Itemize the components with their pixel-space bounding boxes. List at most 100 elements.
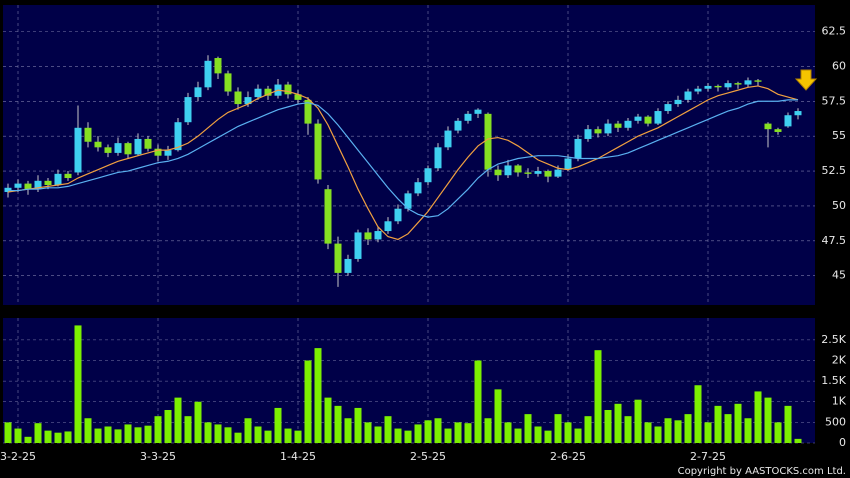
candle-body bbox=[494, 169, 502, 176]
moving-average-line bbox=[7, 85, 799, 241]
volume-bar bbox=[744, 418, 752, 443]
volume-bar bbox=[524, 414, 532, 443]
candle-body bbox=[104, 147, 112, 153]
candle-body bbox=[164, 150, 172, 156]
volume-bar bbox=[234, 432, 242, 443]
price-panel bbox=[3, 5, 815, 305]
candle-body bbox=[574, 138, 582, 159]
volume-bar bbox=[794, 438, 802, 443]
volume-bar bbox=[114, 429, 122, 443]
volume-bar bbox=[144, 425, 152, 443]
candle-body bbox=[784, 115, 792, 127]
volume-bar bbox=[344, 418, 352, 443]
candle-body bbox=[644, 116, 652, 124]
volume-bar bbox=[284, 428, 292, 443]
volume-bar bbox=[764, 397, 772, 443]
volume-bar bbox=[324, 397, 332, 443]
signal-arrow bbox=[794, 69, 818, 91]
volume-bar bbox=[274, 407, 282, 443]
candle-body bbox=[674, 99, 682, 105]
candle-body bbox=[54, 173, 62, 185]
candle-body bbox=[334, 243, 342, 273]
candle-body bbox=[304, 99, 312, 124]
volume-bar bbox=[194, 401, 202, 443]
volume-bar bbox=[654, 426, 662, 443]
volume-bar bbox=[424, 420, 432, 443]
candle-body bbox=[114, 143, 122, 153]
y-tick-label: 0 bbox=[839, 436, 846, 449]
candle-body bbox=[654, 111, 662, 124]
volume-bar bbox=[254, 426, 262, 443]
candle-body bbox=[314, 123, 322, 180]
y-tick-label: 50 bbox=[832, 199, 846, 212]
y-tick-label: 52.5 bbox=[822, 164, 847, 177]
candle-body bbox=[364, 232, 372, 240]
y-tick-label: 60 bbox=[832, 59, 846, 72]
candle-body bbox=[4, 187, 12, 192]
volume-bar bbox=[634, 399, 642, 443]
volume-bar bbox=[374, 426, 382, 443]
volume-bar bbox=[664, 418, 672, 443]
volume-bar bbox=[64, 431, 72, 443]
footer: Copyright by AASTOCKS.com Ltd. bbox=[678, 466, 846, 477]
candle-body bbox=[344, 258, 352, 273]
candle-body bbox=[264, 88, 272, 96]
volume-bar bbox=[624, 416, 632, 443]
candle-body bbox=[204, 60, 212, 88]
volume-bar bbox=[614, 403, 622, 443]
volume-bar bbox=[384, 416, 392, 443]
volume-bar bbox=[414, 424, 422, 443]
volume-panel bbox=[3, 318, 815, 443]
candle-body bbox=[214, 58, 222, 74]
candle-body bbox=[604, 123, 612, 134]
candle-body bbox=[254, 88, 262, 98]
candle-body bbox=[534, 171, 542, 174]
x-tick-label: 3-2-25 bbox=[0, 450, 36, 463]
volume-bar bbox=[584, 416, 592, 443]
x-tick-label: 2-7-25 bbox=[690, 450, 726, 463]
volume-bar bbox=[354, 407, 362, 443]
volume-bar bbox=[294, 430, 302, 443]
volume-bar bbox=[244, 418, 252, 443]
volume-bar bbox=[534, 426, 542, 443]
candle-body bbox=[704, 85, 712, 89]
y-tick-label: 45 bbox=[832, 269, 846, 282]
x-tick-label: 2-6-25 bbox=[550, 450, 586, 463]
candle-body bbox=[794, 111, 802, 116]
volume-bar bbox=[104, 426, 112, 443]
candle-body bbox=[154, 148, 162, 156]
candle-body bbox=[724, 83, 732, 88]
volume-bar bbox=[44, 430, 52, 443]
volume-bar bbox=[164, 409, 172, 443]
volume-bar bbox=[14, 428, 22, 443]
y-tick-label: 1.5K bbox=[821, 374, 846, 387]
volume-bar bbox=[464, 423, 472, 443]
candle-body bbox=[84, 127, 92, 142]
candle-body bbox=[134, 138, 142, 155]
y-tick-label: 1K bbox=[832, 395, 847, 408]
candle-body bbox=[414, 182, 422, 194]
candle-body bbox=[664, 104, 672, 112]
volume-bar bbox=[214, 424, 222, 443]
y-tick-label: 57.5 bbox=[822, 94, 847, 107]
volume-bar bbox=[474, 360, 482, 443]
volume-bar bbox=[434, 418, 442, 443]
volume-bar bbox=[84, 418, 92, 443]
volume-bar bbox=[4, 422, 12, 443]
candle-body bbox=[564, 158, 572, 170]
candle-body bbox=[634, 116, 642, 121]
volume-bar bbox=[604, 409, 612, 443]
volume-bar bbox=[714, 405, 722, 443]
candle-body bbox=[174, 122, 182, 151]
candle-body bbox=[734, 83, 742, 85]
y-tick-label: 500 bbox=[825, 415, 846, 428]
candle-body bbox=[374, 231, 382, 240]
candle-body bbox=[584, 129, 592, 139]
x-tick-label: 3-3-25 bbox=[140, 450, 176, 463]
volume-bar bbox=[774, 422, 782, 443]
volume-bar bbox=[644, 422, 652, 443]
candle-body bbox=[324, 189, 332, 244]
volume-bar bbox=[494, 389, 502, 443]
volume-bar bbox=[154, 416, 162, 443]
volume-bar bbox=[94, 428, 102, 443]
